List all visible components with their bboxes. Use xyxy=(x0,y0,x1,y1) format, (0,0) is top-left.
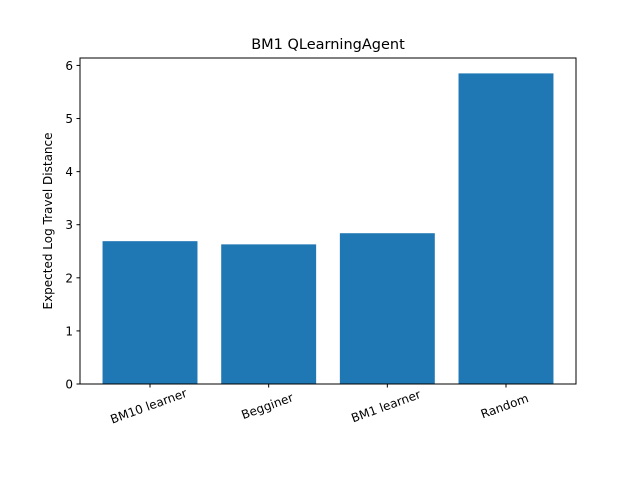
y-tick-label: 6 xyxy=(65,59,73,73)
bar-bm1-learner xyxy=(339,233,435,384)
bars-group xyxy=(102,73,554,384)
y-axis-label: Expected Log Travel Distance xyxy=(41,132,55,309)
y-tick-label: 2 xyxy=(65,271,73,285)
bar-bm10-learner xyxy=(102,241,198,384)
y-tick-label: 1 xyxy=(65,324,73,338)
plot-frame xyxy=(79,57,577,385)
bar-random xyxy=(458,73,554,384)
y-axis-ticks: 0 1 2 3 4 5 6 xyxy=(65,59,80,392)
y-tick-label: 4 xyxy=(65,165,73,179)
y-tick-label: 3 xyxy=(65,218,73,232)
bar-begginer xyxy=(221,244,317,384)
y-tick-label: 5 xyxy=(65,112,73,126)
chart-title: BM1 QLearningAgent xyxy=(251,37,405,53)
y-tick-label: 0 xyxy=(65,378,73,392)
